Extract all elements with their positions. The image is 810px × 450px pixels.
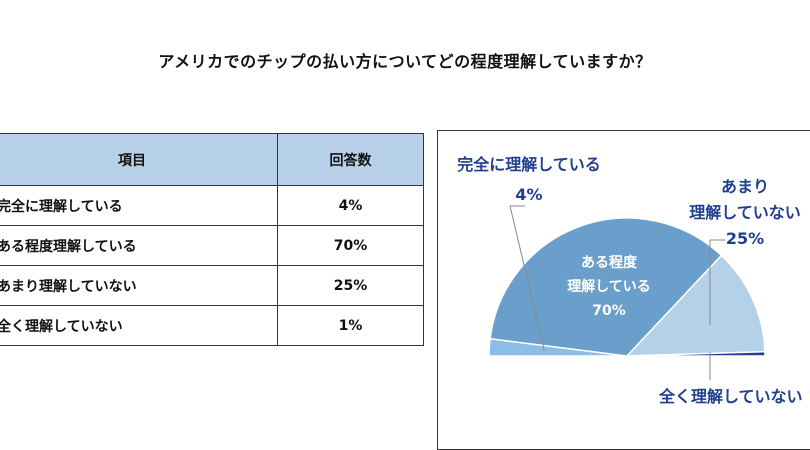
table-row: 完全に理解している 4% — [0, 185, 424, 226]
data-label-fully-understand: 4% — [515, 185, 542, 204]
survey-question-title: アメリカでのチップの払い方についてどの程度理解していますか？ — [158, 52, 652, 71]
data-label-somewhat-understand: 理解している — [567, 278, 651, 295]
data-label-not-at-all: 全く理解していない 1% — [658, 387, 810, 406]
table-row: ある程度理解している 70% — [0, 225, 424, 266]
row-percentage: 70% — [277, 225, 424, 266]
row-item-label: あまり理解していない — [0, 265, 278, 306]
row-item-label: 完全に理解している — [0, 185, 278, 226]
pie-slice-somewhat-understand — [489, 217, 723, 357]
table-row: あまり理解していない 25% — [0, 265, 424, 306]
row-percentage: 1% — [277, 305, 424, 346]
row-item-label: ある程度理解している — [0, 225, 278, 266]
data-label-somewhat-understand: 70% — [592, 303, 626, 319]
row-percentage: 4% — [277, 185, 424, 226]
data-label-not-really-understand: あまり — [721, 177, 769, 196]
row-item-label: 全く理解していない — [0, 305, 278, 346]
table-row: 全く理解していない 1% — [0, 305, 424, 346]
header-response-count: 回答数 — [277, 133, 424, 186]
data-label-fully-understand: 完全に理解している — [457, 155, 601, 174]
row-percentage: 25% — [277, 265, 424, 306]
table-header-row: 項目 回答数 — [0, 133, 424, 186]
data-label-not-really-understand: 25% — [726, 229, 764, 248]
pie-slice-not-at-all — [626, 350, 766, 357]
data-label-not-really-understand: 理解していない — [689, 203, 801, 222]
semicircle-pie-chart: 完全に理解している 4% ある程度理解している 70% あまり理解していない 25% 全く理… — [457, 155, 810, 406]
header-item: 項目 — [0, 133, 278, 186]
pie-slice-not-really-understand — [625, 254, 766, 357]
survey-results-table: 項目 回答数 完全に理解している 4% ある程度理解している 70% あまり理解… — [0, 133, 424, 346]
leader-line-fully-understand — [509, 205, 545, 351]
data-label-somewhat-understand: ある程度 — [581, 254, 638, 271]
